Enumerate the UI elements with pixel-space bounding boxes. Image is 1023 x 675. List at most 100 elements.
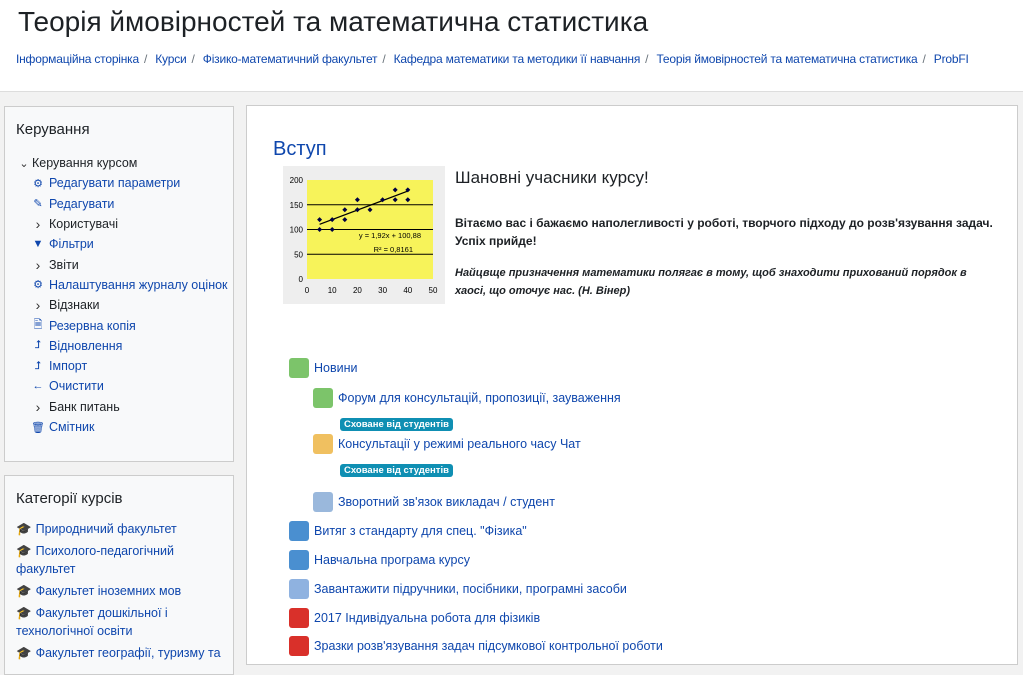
arrow-left-icon: ← xyxy=(32,380,44,393)
admin-item[interactable]: › Звіти xyxy=(16,254,228,274)
activity-link[interactable]: Зворотний зв'язок викладач / студент xyxy=(313,492,555,512)
chevron-right-icon: › xyxy=(35,256,41,273)
data-point xyxy=(380,197,386,203)
category-item[interactable]: 🎓 Природничий факультет xyxy=(16,520,221,538)
url-icon xyxy=(289,521,309,541)
category-label: Факультет іноземних мов xyxy=(35,584,182,598)
category-label: Факультет дошкільної і технологічної осв… xyxy=(16,606,168,638)
admin-item[interactable]: 🗑 Смітник xyxy=(16,417,228,437)
breadcrumb-separator: / xyxy=(191,52,195,66)
course-admin-toggle[interactable]: ⌄ Керування курсом xyxy=(16,153,228,173)
forum-icon xyxy=(289,358,309,378)
admin-item-label: Імпорт xyxy=(49,359,88,374)
breadcrumb-separator: / xyxy=(382,52,386,66)
admin-item-label: Фільтри xyxy=(49,237,94,252)
upload-icon: ⮥ xyxy=(34,359,42,372)
graduation-cap-icon: 🎓 xyxy=(16,522,32,536)
admin-block-title: Керування xyxy=(16,121,90,138)
y-tick-label: 150 xyxy=(290,201,304,210)
category-item[interactable]: 🎓 Факультет географії, туризму та xyxy=(16,644,221,662)
chevron-down-icon: ⌄ xyxy=(19,157,29,170)
trash-icon: 🗑 xyxy=(31,421,45,434)
graduation-cap-icon: 🎓 xyxy=(16,584,32,598)
activity-link[interactable]: Форум для консультацій, пропозиції, заув… xyxy=(313,388,621,408)
activity-label: Новини xyxy=(314,361,358,375)
admin-item-label: Редагувати параметри xyxy=(49,176,181,191)
categories-block: Категорії курсів 🎓 Природничий факультет 🎓… xyxy=(4,475,234,675)
activity-label: Форум для консультацій, пропозиції, заув… xyxy=(338,391,621,405)
upload-icon: ⮥ xyxy=(34,339,42,352)
trend-line xyxy=(319,190,409,225)
activity-link[interactable]: Завантажити підручники, посібники, прогр… xyxy=(289,579,627,599)
activity-link[interactable]: Витяг з стандарту для спец. "Фізика" xyxy=(289,521,527,541)
admin-item[interactable]: ▼ Фільтри xyxy=(16,234,228,254)
breadcrumb-separator: / xyxy=(645,52,649,66)
hidden-badge: Сховане від студентів xyxy=(340,418,453,431)
activity-link[interactable]: Навчальна програма курсу xyxy=(289,550,470,570)
x-tick-label: 20 xyxy=(353,286,362,295)
category-label: Природничий факультет xyxy=(35,522,177,536)
breadcrumb-item[interactable]: Курси xyxy=(155,52,187,66)
activity-label: Зразки розв'язування задач підсумкової к… xyxy=(314,639,663,653)
data-point xyxy=(317,227,323,232)
filter-icon: ▼ xyxy=(32,238,44,251)
breadcrumb-item[interactable]: Кафедра математики та методики її навчан… xyxy=(393,52,641,66)
admin-item-label: Користувачі xyxy=(49,217,119,232)
graduation-cap-icon: 🎓 xyxy=(16,606,32,620)
x-tick-label: 40 xyxy=(403,286,412,295)
activity-label: 2017 Індивідуальна робота для фізиків xyxy=(314,611,541,625)
admin-item-label: Банк питань xyxy=(49,399,120,414)
admin-item[interactable]: › Банк питань xyxy=(16,397,228,417)
categories-block-title: Категорії курсів xyxy=(16,490,123,507)
quote-text: Найцвще призначення математики полягає в… xyxy=(455,267,967,297)
admin-item[interactable]: ← Очистити xyxy=(16,376,228,396)
forum-icon xyxy=(313,388,333,408)
data-point xyxy=(317,217,323,223)
category-item[interactable]: 🎓 Факультет іноземних мов xyxy=(16,582,221,600)
admin-item[interactable]: ⚙ Редагувати параметри xyxy=(16,173,228,193)
activity-link[interactable]: Консультації у режимі реального часу Чат xyxy=(313,434,581,454)
breadcrumb-item[interactable]: ProbFI xyxy=(933,52,969,66)
admin-item-label: Редагувати xyxy=(49,196,115,211)
y-tick-label: 100 xyxy=(290,226,304,235)
admin-item[interactable]: ⮥ Відновлення xyxy=(16,336,228,356)
r-squared: R² = 0,8161 xyxy=(374,245,413,254)
data-point xyxy=(329,217,335,223)
admin-item[interactable]: ⚙ Налаштування журналу оцінок xyxy=(16,275,228,295)
gear-icon: ⚙ xyxy=(33,177,43,190)
pencil-icon: ✎ xyxy=(33,198,43,211)
category-item[interactable]: 🎓 Факультет дошкільної і технологічної ос… xyxy=(16,604,221,640)
data-point xyxy=(329,227,335,232)
y-tick-label: 200 xyxy=(290,176,304,185)
breadcrumb-item[interactable]: Теорія ймовірностей та математична стати… xyxy=(656,52,918,66)
category-item[interactable]: 🎓 Психолого-педагогічний факультет xyxy=(16,542,221,578)
course-admin-label: Керування курсом xyxy=(32,156,138,171)
data-point xyxy=(392,197,398,203)
activity-link[interactable]: 2017 Індивідуальна робота для фізиків xyxy=(289,608,540,628)
page-title: Теорія ймовірностей та математична стати… xyxy=(18,6,649,37)
x-tick-label: 10 xyxy=(328,286,337,295)
activity-label: Зворотний зв'язок викладач / студент xyxy=(338,495,555,509)
admin-item[interactable]: ✎ Редагувати xyxy=(16,194,228,214)
breadcrumb-item[interactable]: Інформаційна сторінка xyxy=(16,52,139,66)
admin-item-label: Очистити xyxy=(49,379,104,394)
admin-item-label: Смітник xyxy=(49,420,95,434)
data-point xyxy=(342,207,348,213)
category-label: Факультет географії, туризму та xyxy=(35,646,221,660)
activity-label: Витяг з стандарту для спец. "Фізика" xyxy=(314,524,527,538)
breadcrumb-separator: / xyxy=(922,52,926,66)
admin-item[interactable]: 🗎 Резервна копія xyxy=(16,315,228,335)
admin-item-label: Налаштування журналу оцінок xyxy=(49,277,228,292)
admin-item[interactable]: › Користувачі xyxy=(16,214,228,234)
breadcrumb-item[interactable]: Фізико-математичний факультет xyxy=(202,52,378,66)
admin-item-label: Резервна копія xyxy=(49,318,136,333)
section-title: Вступ xyxy=(273,138,327,160)
data-point xyxy=(354,207,360,213)
admin-item[interactable]: ⮥ Імпорт xyxy=(16,356,228,376)
activity-link[interactable]: Новини xyxy=(289,358,358,378)
activity-link[interactable]: Зразки розв'язування задач підсумкової к… xyxy=(289,636,663,656)
x-tick-label: 30 xyxy=(378,286,387,295)
admin-item[interactable]: › Відзнаки xyxy=(16,295,228,315)
page-icon xyxy=(289,579,309,599)
admin-block: Керування ⌄ Керування курсом ⚙ Редагувати … xyxy=(4,106,234,462)
